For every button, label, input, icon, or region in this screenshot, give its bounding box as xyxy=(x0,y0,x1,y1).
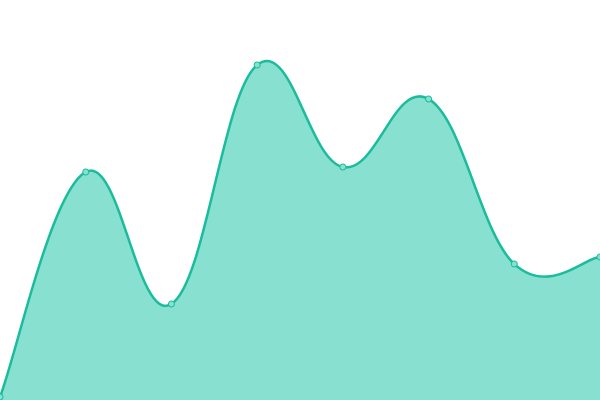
data-point xyxy=(0,393,4,400)
data-point xyxy=(82,168,90,176)
data-point xyxy=(253,61,261,69)
area-fill xyxy=(0,61,600,400)
data-point xyxy=(339,163,347,171)
data-point xyxy=(167,300,175,308)
data-point xyxy=(596,253,600,261)
data-point xyxy=(425,95,433,103)
data-point xyxy=(510,260,518,268)
area-line xyxy=(0,60,600,398)
